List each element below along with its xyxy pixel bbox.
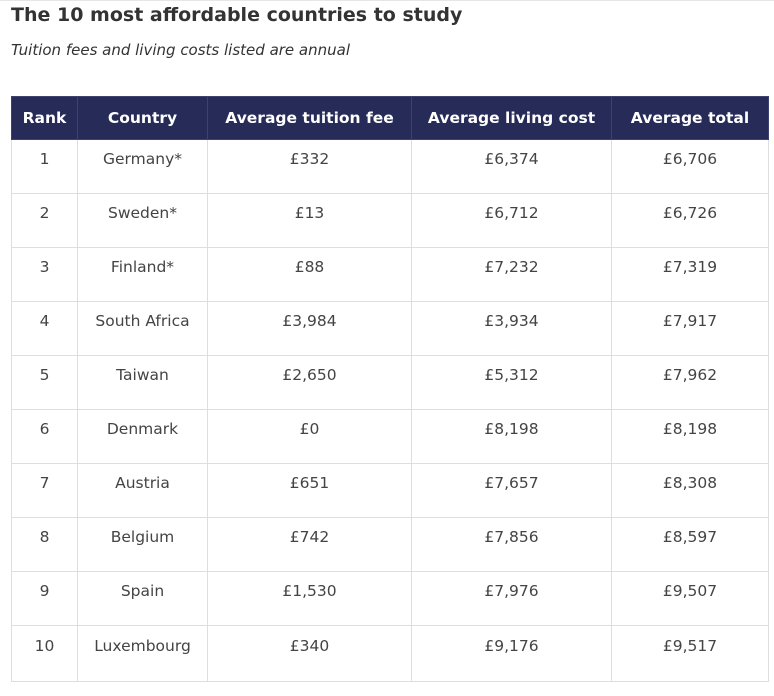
cell-living-cost: £7,976	[411, 571, 612, 626]
cell-rank: 10	[11, 625, 78, 682]
cell-living-cost: £7,657	[411, 463, 612, 518]
cell-tuition-fee: £0	[207, 409, 412, 464]
cell-total: £8,597	[611, 517, 769, 572]
top-divider	[0, 0, 774, 1]
cell-rank: 3	[11, 247, 78, 302]
cell-rank: 6	[11, 409, 78, 464]
cell-living-cost: £7,856	[411, 517, 612, 572]
cell-tuition-fee: £13	[207, 193, 412, 248]
column-header-tuition-fee: Average tuition fee	[207, 96, 412, 140]
cell-country: Belgium	[77, 517, 208, 572]
cell-tuition-fee: £332	[207, 139, 412, 194]
table-row: 6 Denmark £0 £8,198 £8,198	[11, 409, 769, 464]
cell-total: £8,308	[611, 463, 769, 518]
cell-tuition-fee: £2,650	[207, 355, 412, 410]
cell-living-cost: £7,232	[411, 247, 612, 302]
cell-country: Finland*	[77, 247, 208, 302]
cell-country: Austria	[77, 463, 208, 518]
cell-tuition-fee: £340	[207, 625, 412, 682]
table-row: 10 Luxembourg £340 £9,176 £9,517	[11, 625, 769, 682]
cell-total: £7,917	[611, 301, 769, 356]
cell-living-cost: £8,198	[411, 409, 612, 464]
table-header-row: Rank Country Average tuition fee Average…	[11, 96, 769, 140]
table-row: 7 Austria £651 £7,657 £8,308	[11, 463, 769, 518]
cell-country: Germany*	[77, 139, 208, 194]
table-row: 4 South Africa £3,984 £3,934 £7,917	[11, 301, 769, 356]
cell-country: Denmark	[77, 409, 208, 464]
cell-tuition-fee: £3,984	[207, 301, 412, 356]
cell-total: £8,198	[611, 409, 769, 464]
cell-total: £6,706	[611, 139, 769, 194]
cell-living-cost: £6,712	[411, 193, 612, 248]
table-row: 5 Taiwan £2,650 £5,312 £7,962	[11, 355, 769, 410]
page-subtitle: Tuition fees and living costs listed are…	[11, 41, 350, 59]
table-row: 9 Spain £1,530 £7,976 £9,507	[11, 571, 769, 626]
table-row: 8 Belgium £742 £7,856 £8,597	[11, 517, 769, 572]
column-header-rank: Rank	[11, 96, 78, 140]
cell-rank: 7	[11, 463, 78, 518]
cell-total: £9,507	[611, 571, 769, 626]
table-row: 1 Germany* £332 £6,374 £6,706	[11, 139, 769, 194]
cell-tuition-fee: £651	[207, 463, 412, 518]
affordable-countries-table: Rank Country Average tuition fee Average…	[11, 96, 769, 682]
cell-total: £9,517	[611, 625, 769, 682]
cell-rank: 5	[11, 355, 78, 410]
cell-living-cost: £3,934	[411, 301, 612, 356]
table-row: 2 Sweden* £13 £6,712 £6,726	[11, 193, 769, 248]
cell-country: Spain	[77, 571, 208, 626]
page-title: The 10 most affordable countries to stud…	[11, 4, 463, 26]
cell-country: South Africa	[77, 301, 208, 356]
cell-country: Taiwan	[77, 355, 208, 410]
cell-rank: 1	[11, 139, 78, 194]
cell-total: £7,962	[611, 355, 769, 410]
cell-rank: 8	[11, 517, 78, 572]
column-header-total: Average total	[611, 96, 769, 140]
cell-country: Sweden*	[77, 193, 208, 248]
cell-living-cost: £5,312	[411, 355, 612, 410]
column-header-living-cost: Average living cost	[411, 96, 612, 140]
cell-rank: 2	[11, 193, 78, 248]
cell-living-cost: £9,176	[411, 625, 612, 682]
cell-rank: 4	[11, 301, 78, 356]
cell-total: £6,726	[611, 193, 769, 248]
column-header-country: Country	[77, 96, 208, 140]
cell-tuition-fee: £1,530	[207, 571, 412, 626]
table-row: 3 Finland* £88 £7,232 £7,319	[11, 247, 769, 302]
cell-total: £7,319	[611, 247, 769, 302]
cell-living-cost: £6,374	[411, 139, 612, 194]
cell-country: Luxembourg	[77, 625, 208, 682]
cell-rank: 9	[11, 571, 78, 626]
cell-tuition-fee: £88	[207, 247, 412, 302]
cell-tuition-fee: £742	[207, 517, 412, 572]
